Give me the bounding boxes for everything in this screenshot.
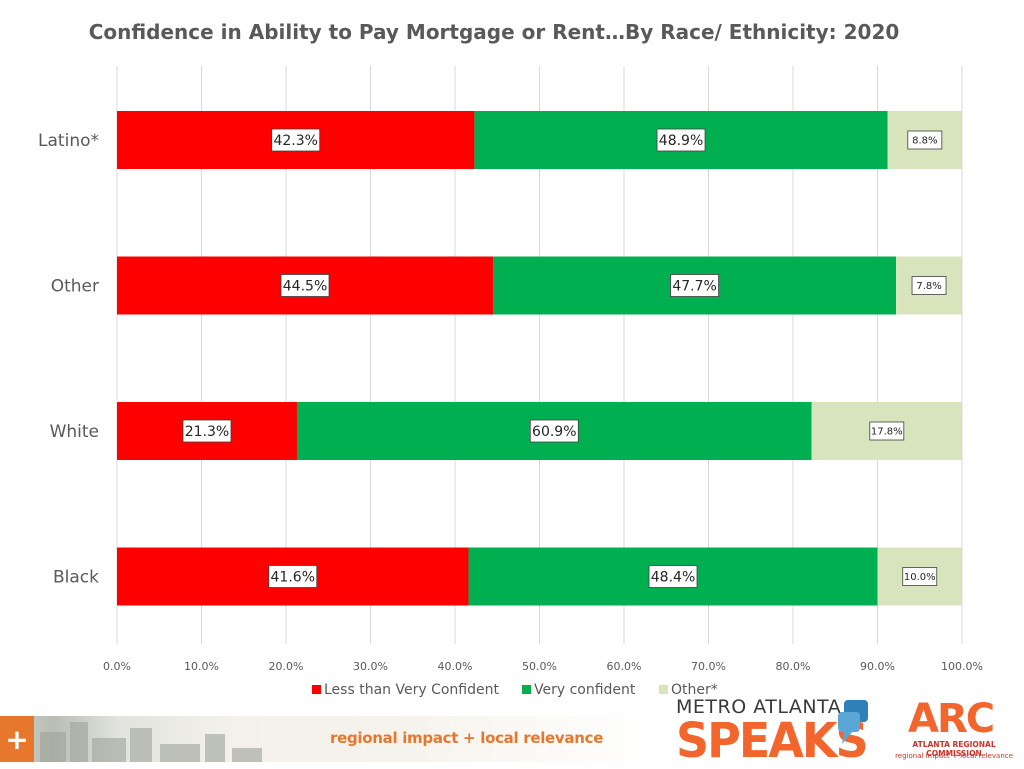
legend-label: Other* (671, 682, 718, 698)
data-label-box (911, 276, 947, 295)
x-tick-label: 70.0% (691, 660, 726, 673)
x-tick-label: 60.0% (607, 660, 642, 673)
data-label-box (268, 565, 318, 588)
data-label: 17.8% (871, 427, 903, 438)
data-label-box (869, 421, 905, 441)
data-label: 60.9% (532, 424, 576, 440)
arc-logo: ARC ATLANTA REGIONAL COMMISSION regional… (884, 696, 1024, 768)
category-label: White (50, 422, 99, 442)
speech-bubble-icon (838, 700, 868, 744)
data-label-box (280, 274, 330, 297)
x-tick-label: 80.0% (776, 660, 811, 673)
logo-arc-name: ATLANTA REGIONAL COMMISSION (912, 740, 996, 758)
logo-speaks-text: SPEAKS (676, 712, 869, 769)
data-label: 21.3% (185, 424, 229, 440)
x-tick-label: 100.0% (941, 660, 983, 673)
data-label: 8.8% (912, 136, 937, 147)
data-label-box (670, 274, 719, 297)
legend-label: Very confident (534, 682, 636, 698)
data-label: 48.9% (659, 133, 703, 149)
category-label: Other (51, 277, 99, 297)
data-label: 48.4% (651, 570, 695, 586)
x-tick-label: 0.0% (103, 660, 131, 673)
data-label-box (907, 130, 943, 150)
stacked-bar-chart: 0.0% 10.0% 20.0% 30.0% 40.0% 50.0% 60.0% 70.0% 8… (38, 66, 983, 698)
data-label: 7.8% (916, 281, 941, 292)
data-label: 41.6% (271, 570, 315, 586)
plus-icon: + (0, 716, 34, 762)
data-label: 42.3% (273, 133, 317, 149)
data-label-box (182, 419, 232, 443)
data-label-box (648, 565, 698, 588)
footer-photo-band (0, 716, 660, 762)
x-tick-label: 30.0% (353, 660, 388, 673)
data-label-box (656, 128, 706, 152)
data-label: 10.0% (904, 572, 936, 583)
legend-swatch (659, 685, 668, 694)
x-tick-label: 50.0% (522, 660, 557, 673)
category-label: Latino* (38, 131, 99, 151)
metro-atlanta-speaks-logo: METRO ATLANTA SPEAKS (676, 696, 872, 769)
chart-title: Confidence in Ability to Pay Mortgage or… (88, 20, 900, 44)
data-label-box (271, 128, 321, 152)
data-label: 44.5% (283, 279, 327, 295)
legend-label: Less than Very Confident (324, 682, 499, 698)
data-label-box (529, 419, 579, 443)
data-label: 47.7% (672, 279, 716, 295)
logo-metro-text: METRO ATLANTA (676, 696, 842, 718)
x-tick-label: 40.0% (438, 660, 473, 673)
logo-arc-tagline: regional impact + local relevance (895, 752, 1013, 760)
legend-swatch (312, 685, 321, 694)
data-label-box (902, 567, 938, 586)
x-tick-label: 90.0% (860, 660, 895, 673)
logo-arc-letters: ARC (908, 696, 995, 742)
x-tick-label: 10.0% (184, 660, 219, 673)
x-tick-label: 20.0% (269, 660, 304, 673)
footer-tagline: regional impact + local relevance (330, 729, 604, 747)
legend-swatch (522, 685, 531, 694)
category-label: Black (53, 568, 99, 588)
